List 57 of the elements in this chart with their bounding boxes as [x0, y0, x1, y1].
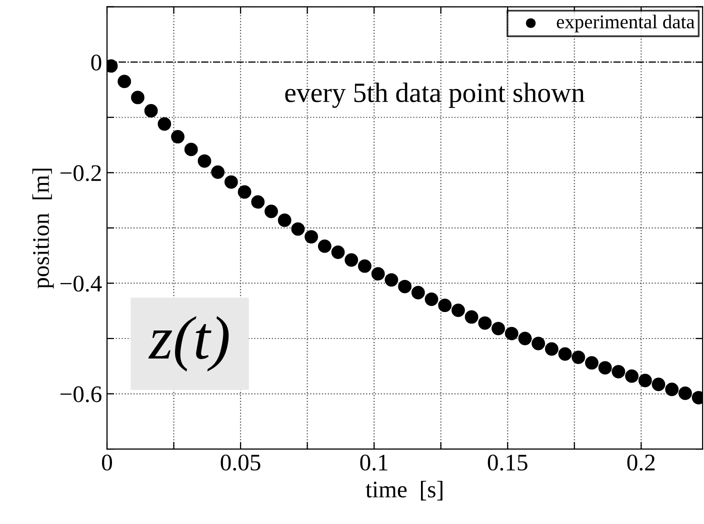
point — [371, 267, 385, 281]
point — [625, 369, 639, 383]
point — [598, 361, 612, 375]
y-tick-label: −0.4 — [60, 276, 102, 292]
y-tick-label: −0.2 — [60, 165, 101, 182]
point — [198, 154, 212, 168]
point — [478, 316, 492, 330]
point — [532, 336, 546, 350]
point — [652, 378, 666, 392]
point — [424, 292, 438, 306]
point — [331, 246, 345, 259]
point — [304, 230, 318, 244]
point — [518, 332, 532, 346]
point — [211, 165, 225, 179]
point — [504, 326, 518, 340]
point — [291, 222, 305, 236]
annotation: every 5th data point shown — [285, 82, 585, 108]
point — [278, 213, 292, 227]
legend-label: experimental data — [556, 14, 695, 32]
x-tick-label: 0.15 — [488, 454, 528, 471]
point — [344, 253, 358, 267]
x-tick-label: 0 — [102, 454, 112, 471]
point — [264, 204, 278, 218]
x-tick-label: 0.05 — [220, 454, 260, 471]
point — [171, 130, 184, 144]
point — [384, 273, 398, 287]
point — [572, 350, 586, 364]
point — [544, 342, 558, 356]
point — [224, 175, 238, 189]
point — [558, 347, 572, 361]
point — [238, 185, 252, 199]
point — [411, 286, 425, 300]
point — [251, 195, 265, 209]
y-tick-label: −0.6 — [60, 386, 102, 402]
x-tick-label: 0.1 — [360, 454, 388, 471]
point — [358, 259, 372, 273]
point — [438, 298, 452, 312]
point — [158, 117, 172, 131]
point — [184, 142, 198, 156]
y-axis-title: position [m] — [32, 168, 54, 289]
point — [131, 90, 144, 104]
point — [118, 74, 132, 88]
point — [144, 104, 158, 118]
point — [585, 356, 598, 370]
point — [612, 364, 626, 378]
point — [398, 280, 412, 294]
x-tick-label: 0.2 — [627, 454, 655, 471]
x-axis-title: time [s] — [366, 480, 442, 500]
annotation: z(t) — [148, 316, 229, 372]
point — [452, 304, 465, 318]
point — [678, 386, 692, 400]
point — [665, 382, 679, 396]
point — [318, 239, 332, 253]
point — [638, 374, 652, 388]
y-tick-label: 0 — [91, 54, 102, 71]
point — [464, 310, 478, 324]
point — [492, 322, 505, 336]
